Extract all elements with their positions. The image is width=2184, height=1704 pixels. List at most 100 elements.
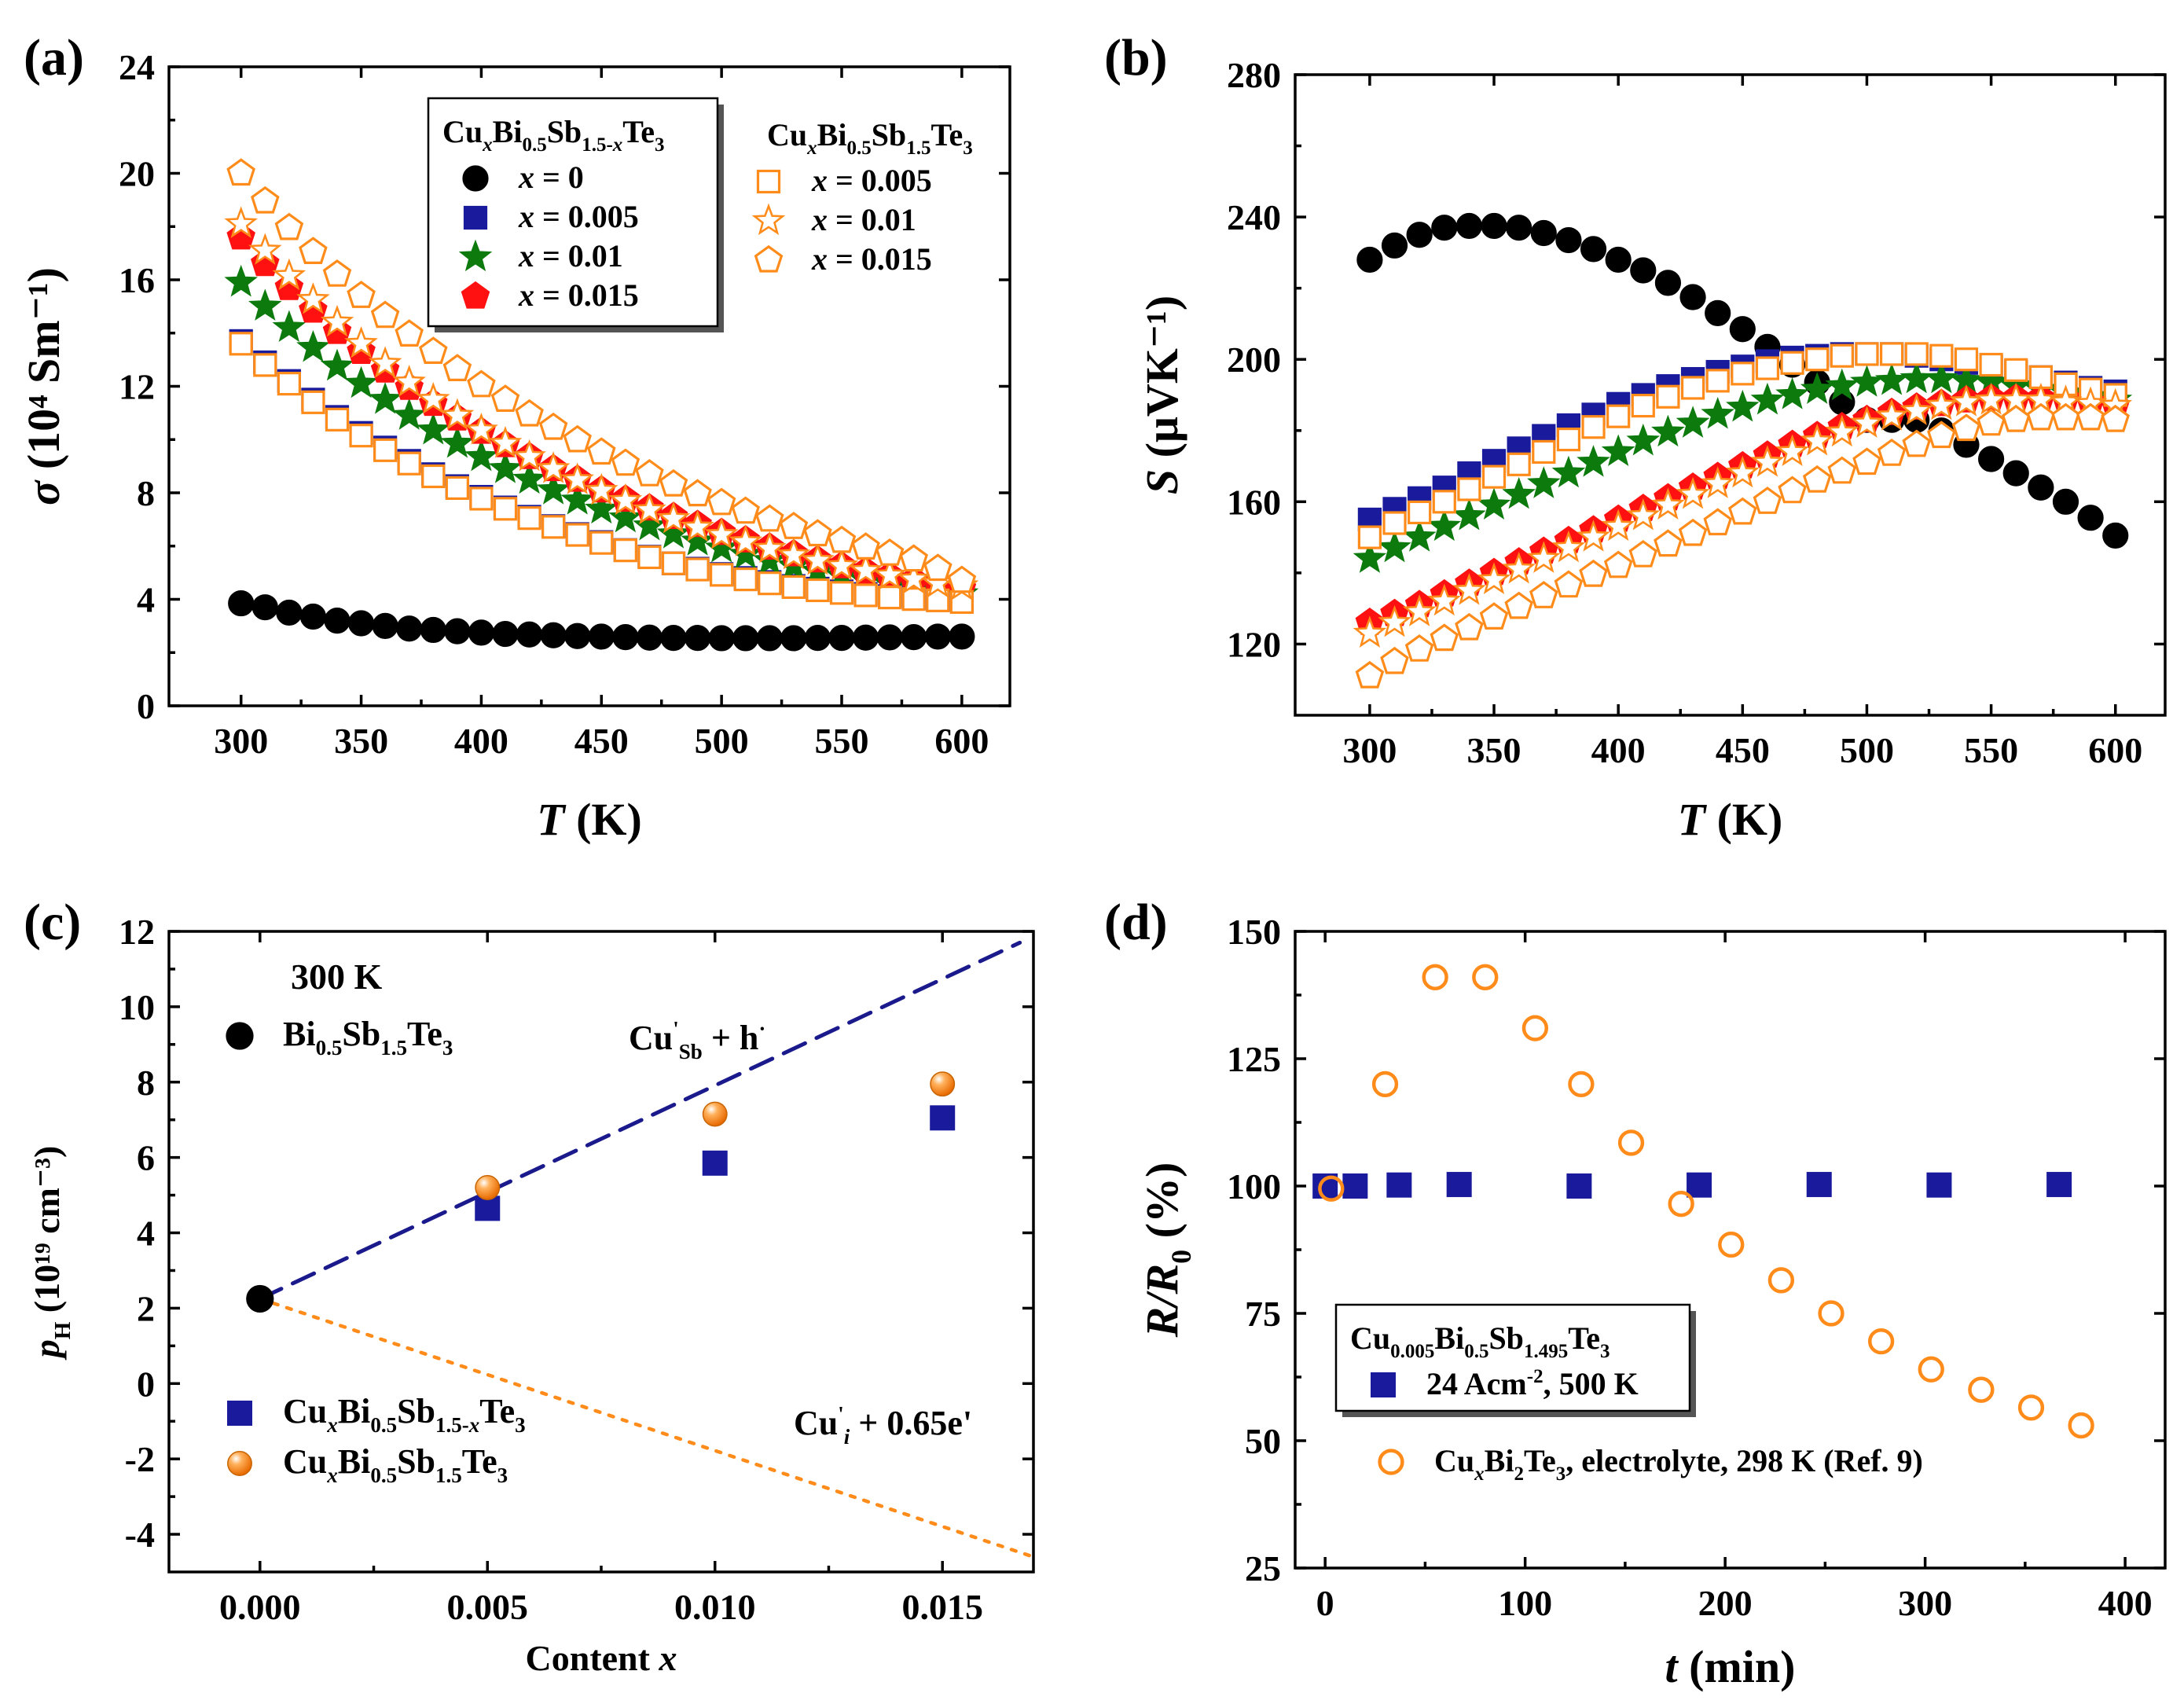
y-tick-label: 24 (119, 47, 155, 87)
data-point (702, 1101, 728, 1127)
data-point (299, 237, 328, 264)
data-point (1802, 465, 1832, 493)
data-point (1554, 570, 1584, 598)
y-tick-label: 4 (137, 1214, 155, 1254)
x-axis-label: Content x (526, 1638, 677, 1678)
data-point (1477, 562, 1511, 595)
fit-line (258, 1297, 1036, 1559)
y-tick-label: 240 (1227, 197, 1281, 237)
data-point (512, 439, 546, 472)
data-point (277, 372, 301, 396)
x-tick-label: 300 (1898, 1583, 1952, 1623)
legend-marker (756, 169, 781, 194)
data-point (248, 233, 282, 265)
data-point (536, 472, 571, 505)
data-point (756, 625, 783, 652)
data-point (344, 365, 378, 398)
data-point (324, 607, 351, 634)
data-point (1827, 456, 1857, 484)
panel-c: (c) 0.000 0.005 0.010 0.015 -4 -2 0 2 4 6 8 10 12 Cont… (24, 894, 1036, 1678)
data-point (1656, 384, 1680, 409)
data-point (1767, 1267, 1795, 1294)
data-point (1900, 393, 1933, 425)
data-point (704, 531, 739, 563)
y-tick-label: 75 (1245, 1294, 1281, 1334)
y-tick-label: 0 (137, 686, 155, 726)
y-axis-label: σ (10⁴ Sm⁻¹) (18, 267, 69, 505)
data-point (1605, 246, 1632, 274)
data-point (512, 461, 546, 494)
x-axis-label: T (K) (1678, 794, 1783, 845)
legend: CuxBi0.5Sb1.5-xTe3 CuxBi0.5Sb1.5Te3 (227, 1392, 526, 1487)
legend-marker (227, 1451, 252, 1476)
data-point (707, 487, 736, 516)
legend-marker (1378, 1449, 1404, 1475)
data-point (1479, 602, 1509, 630)
data-point (656, 501, 691, 534)
fit-line (258, 940, 1022, 1301)
data-point (1422, 964, 1448, 990)
data-point (1676, 476, 1710, 509)
x-tick-label: 300 (1342, 730, 1397, 770)
data-point (2028, 474, 2054, 501)
data-point (930, 1071, 956, 1097)
y-tick-label: 150 (1227, 912, 1281, 952)
data-point (1430, 623, 1459, 652)
data-point (475, 1175, 501, 1200)
data-point (585, 491, 618, 524)
panel-d: (d) 0 100 200 300 400 25 50 75 100 125 150 t (min) R/… (1104, 894, 2167, 1692)
data-point (1431, 215, 1458, 241)
data-point (875, 538, 905, 566)
y-tick-label: 12 (119, 367, 155, 407)
data-point (637, 545, 662, 570)
data-point (779, 512, 809, 539)
data-point (633, 492, 666, 525)
data-point (1353, 615, 1387, 648)
data-point (1502, 476, 1536, 509)
data-point (803, 519, 832, 547)
data-point (2046, 1172, 2072, 1198)
legend-label: x = 0.015 (518, 277, 639, 313)
data-point (1718, 1231, 1745, 1258)
legend-label: CuxBi0.5Sb1.5-xTe3 (283, 1392, 526, 1437)
data-point (1427, 509, 1462, 542)
data-point (1406, 222, 1433, 248)
data-point (272, 310, 306, 343)
data-point (467, 369, 496, 398)
data-point (633, 508, 666, 541)
data-point (1472, 964, 1499, 990)
data-point (325, 407, 350, 432)
data-point (1775, 377, 1809, 409)
data-point (1750, 445, 1785, 477)
y-tick-label: 8 (137, 473, 155, 513)
data-point (635, 459, 664, 487)
data-point (468, 619, 495, 646)
y-tick-label: 8 (137, 1063, 155, 1103)
legend-label: x = 0 (518, 160, 584, 195)
data-point (1402, 520, 1437, 552)
data-point (419, 336, 448, 364)
data-point (368, 382, 402, 414)
x-tick-label: 0.010 (674, 1587, 756, 1627)
data-point (2026, 402, 2056, 431)
data-point (733, 567, 758, 592)
legend-marker (1370, 1372, 1396, 1397)
data-point (1556, 427, 1581, 452)
data-point (1949, 384, 1984, 417)
data-point (1378, 530, 1411, 563)
y-tick-label: 2 (137, 1288, 155, 1328)
data-point (488, 451, 523, 483)
data-point (320, 304, 354, 337)
y-tick-label: 200 (1227, 340, 1281, 380)
data-point (1529, 581, 1558, 608)
data-point (588, 623, 615, 650)
data-point (708, 625, 735, 652)
data-point (780, 625, 807, 652)
data-point (1680, 376, 1705, 400)
data-point (372, 612, 398, 639)
data-point (251, 594, 278, 621)
data-point (444, 618, 471, 645)
data-point (1750, 382, 1785, 415)
y-tick-label: 50 (1245, 1421, 1281, 1461)
data-point (659, 468, 688, 497)
